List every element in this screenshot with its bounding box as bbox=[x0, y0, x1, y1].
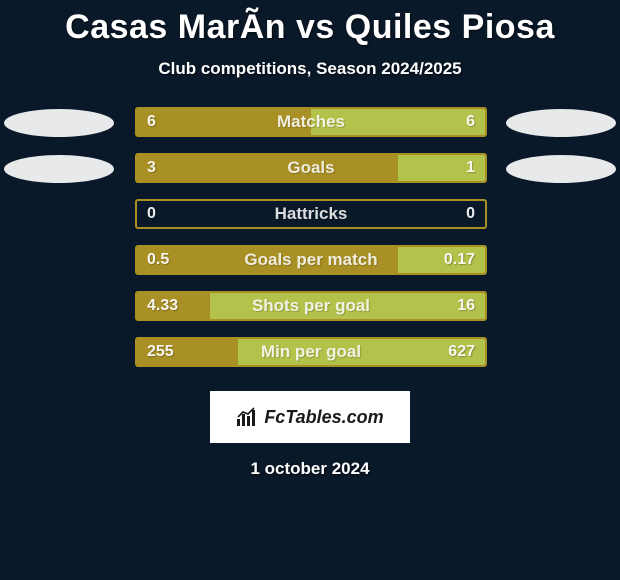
stat-row: 0.50.17Goals per match bbox=[0, 245, 620, 277]
stat-bar-left-fill bbox=[137, 155, 398, 181]
page-title: Casas MarÃ­n vs Quiles Piosa bbox=[0, 8, 620, 47]
stat-row: 255627Min per goal bbox=[0, 337, 620, 369]
player-left-badge bbox=[4, 109, 114, 137]
stat-row: 0 0Hattricks bbox=[0, 199, 620, 231]
chart-icon bbox=[236, 407, 258, 427]
comparison-card: Casas MarÃ­n vs Quiles Piosa Club compet… bbox=[0, 0, 620, 479]
player-right-badge bbox=[506, 109, 616, 137]
stat-bar-right-fill bbox=[398, 247, 485, 273]
stat-right-value: 0 bbox=[456, 201, 485, 227]
stat-bar-left-fill bbox=[137, 293, 210, 319]
stat-bar: 66Matches bbox=[135, 107, 487, 137]
stat-bar: 31Goals bbox=[135, 153, 487, 183]
stat-bar: 0.50.17Goals per match bbox=[135, 245, 487, 275]
stat-label: Hattricks bbox=[137, 201, 485, 227]
stat-bar-right-fill bbox=[311, 109, 485, 135]
stat-left-value: 0 bbox=[137, 201, 166, 227]
stat-bar-left-fill bbox=[137, 339, 238, 365]
stat-row: 66Matches bbox=[0, 107, 620, 139]
logo: FcTables.com bbox=[236, 407, 383, 428]
stat-row: 31Goals bbox=[0, 153, 620, 185]
logo-text: FcTables.com bbox=[264, 407, 383, 428]
logo-box[interactable]: FcTables.com bbox=[210, 391, 410, 443]
stat-bar-right-fill bbox=[210, 293, 485, 319]
stat-bar-right-fill bbox=[238, 339, 485, 365]
stat-bar-right-fill bbox=[398, 155, 485, 181]
player-left-badge bbox=[4, 155, 114, 183]
stat-bar-left-fill bbox=[137, 109, 311, 135]
date-label: 1 october 2024 bbox=[0, 459, 620, 479]
stat-bar: 4.3316Shots per goal bbox=[135, 291, 487, 321]
stat-bar-left-fill bbox=[137, 247, 398, 273]
stat-row: 4.3316Shots per goal bbox=[0, 291, 620, 323]
stat-bar: 255627Min per goal bbox=[135, 337, 487, 367]
stat-bar: 0 0Hattricks bbox=[135, 199, 487, 229]
stat-rows: 66Matches 31Goals 0 0Hattricks 0.50.17Goals … bbox=[0, 107, 620, 369]
subtitle: Club competitions, Season 2024/2025 bbox=[0, 59, 620, 79]
player-right-badge bbox=[506, 155, 616, 183]
